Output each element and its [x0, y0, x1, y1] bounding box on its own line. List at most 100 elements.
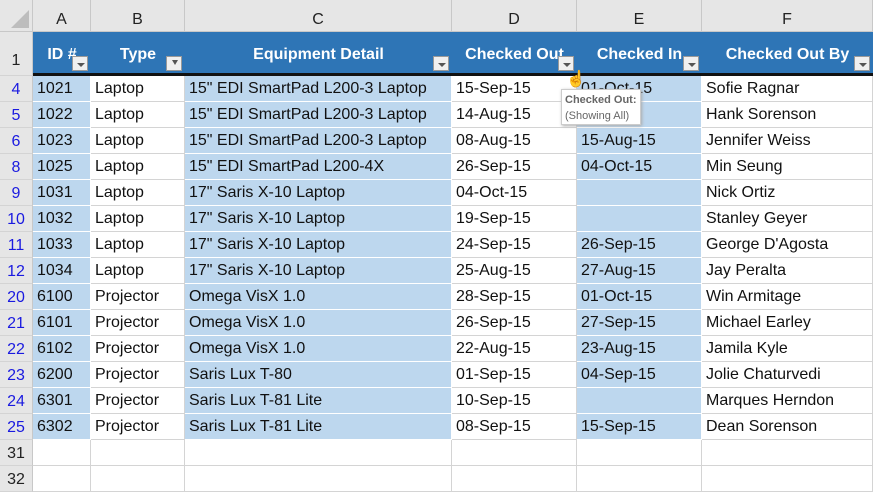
cell-C8[interactable]: 15" EDI SmartPad L200-4X: [185, 154, 452, 180]
cell-C5[interactable]: 15" EDI SmartPad L200-3 Laptop: [185, 102, 452, 128]
row-header-11[interactable]: 11: [0, 232, 33, 258]
cell-E32[interactable]: [577, 466, 702, 492]
cell-A11[interactable]: 1033: [33, 232, 91, 258]
cell-E10[interactable]: [577, 206, 702, 232]
column-header-F[interactable]: F: [702, 0, 873, 32]
cell-B31[interactable]: [91, 440, 185, 466]
cell-D5[interactable]: 14-Aug-15: [452, 102, 577, 128]
cell-F5[interactable]: Hank Sorenson: [702, 102, 873, 128]
cell-B21[interactable]: Projector: [91, 310, 185, 336]
column-header-B[interactable]: B: [91, 0, 185, 32]
cell-C6[interactable]: 15" EDI SmartPad L200-3 Laptop: [185, 128, 452, 154]
cell-E31[interactable]: [577, 440, 702, 466]
cell-A32[interactable]: [33, 466, 91, 492]
cell-B9[interactable]: Laptop: [91, 180, 185, 206]
row-header-5[interactable]: 5: [0, 102, 33, 128]
cell-C9[interactable]: 17" Saris X-10 Laptop: [185, 180, 452, 206]
cell-E12[interactable]: 27-Aug-15: [577, 258, 702, 284]
cell-E11[interactable]: 26-Sep-15: [577, 232, 702, 258]
cell-D21[interactable]: 26-Sep-15: [452, 310, 577, 336]
row-header-6[interactable]: 6: [0, 128, 33, 154]
cell-B6[interactable]: Laptop: [91, 128, 185, 154]
cell-F8[interactable]: Min Seung: [702, 154, 873, 180]
filter-dropdown-button[interactable]: [558, 56, 574, 71]
cell-B4[interactable]: Laptop: [91, 76, 185, 102]
cell-C32[interactable]: [185, 466, 452, 492]
cell-D23[interactable]: 01-Sep-15: [452, 362, 577, 388]
cell-C21[interactable]: Omega VisX 1.0: [185, 310, 452, 336]
cell-A8[interactable]: 1025: [33, 154, 91, 180]
row-header-23[interactable]: 23: [0, 362, 33, 388]
cell-A21[interactable]: 6101: [33, 310, 91, 336]
cell-D32[interactable]: [452, 466, 577, 492]
cell-B8[interactable]: Laptop: [91, 154, 185, 180]
cell-F12[interactable]: Jay Peralta: [702, 258, 873, 284]
cell-C12[interactable]: 17" Saris X-10 Laptop: [185, 258, 452, 284]
cell-B23[interactable]: Projector: [91, 362, 185, 388]
cell-B22[interactable]: Projector: [91, 336, 185, 362]
cell-F23[interactable]: Jolie Chaturvedi: [702, 362, 873, 388]
cell-E24[interactable]: [577, 388, 702, 414]
cell-D24[interactable]: 10-Sep-15: [452, 388, 577, 414]
cell-F24[interactable]: Marques Herndon: [702, 388, 873, 414]
filter-dropdown-button[interactable]: [854, 56, 870, 71]
cell-E23[interactable]: 04-Sep-15: [577, 362, 702, 388]
cell-C31[interactable]: [185, 440, 452, 466]
cell-A5[interactable]: 1022: [33, 102, 91, 128]
cell-A22[interactable]: 6102: [33, 336, 91, 362]
row-header-4[interactable]: 4: [0, 76, 33, 102]
select-all-corner[interactable]: [0, 0, 33, 32]
cell-D11[interactable]: 24-Sep-15: [452, 232, 577, 258]
cell-C11[interactable]: 17" Saris X-10 Laptop: [185, 232, 452, 258]
cell-F25[interactable]: Dean Sorenson: [702, 414, 873, 440]
row-header-22[interactable]: 22: [0, 336, 33, 362]
cell-D10[interactable]: 19-Sep-15: [452, 206, 577, 232]
cell-E8[interactable]: 04-Oct-15: [577, 154, 702, 180]
cell-B24[interactable]: Projector: [91, 388, 185, 414]
cell-D20[interactable]: 28-Sep-15: [452, 284, 577, 310]
cell-F32[interactable]: [702, 466, 873, 492]
cell-C10[interactable]: 17" Saris X-10 Laptop: [185, 206, 452, 232]
cell-D22[interactable]: 22-Aug-15: [452, 336, 577, 362]
cell-A6[interactable]: 1023: [33, 128, 91, 154]
row-header-25[interactable]: 25: [0, 414, 33, 440]
row-header-1[interactable]: 1: [0, 32, 33, 76]
cell-F11[interactable]: George D'Agosta: [702, 232, 873, 258]
cell-B10[interactable]: Laptop: [91, 206, 185, 232]
cell-F9[interactable]: Nick Ortiz: [702, 180, 873, 206]
cell-F6[interactable]: Jennifer Weiss: [702, 128, 873, 154]
cell-D31[interactable]: [452, 440, 577, 466]
row-header-20[interactable]: 20: [0, 284, 33, 310]
cell-A31[interactable]: [33, 440, 91, 466]
cell-A9[interactable]: 1031: [33, 180, 91, 206]
cell-F31[interactable]: [702, 440, 873, 466]
row-header-24[interactable]: 24: [0, 388, 33, 414]
cell-C25[interactable]: Saris Lux T-81 Lite: [185, 414, 452, 440]
cell-C23[interactable]: Saris Lux T-80: [185, 362, 452, 388]
filter-dropdown-button[interactable]: [72, 56, 88, 71]
row-header-21[interactable]: 21: [0, 310, 33, 336]
column-header-E[interactable]: E: [577, 0, 702, 32]
cell-A20[interactable]: 6100: [33, 284, 91, 310]
cell-D6[interactable]: 08-Aug-15: [452, 128, 577, 154]
cell-D8[interactable]: 26-Sep-15: [452, 154, 577, 180]
cell-B12[interactable]: Laptop: [91, 258, 185, 284]
cell-E9[interactable]: [577, 180, 702, 206]
cell-A24[interactable]: 6301: [33, 388, 91, 414]
cell-A4[interactable]: 1021: [33, 76, 91, 102]
cell-A10[interactable]: 1032: [33, 206, 91, 232]
cell-E20[interactable]: 01-Oct-15: [577, 284, 702, 310]
cell-D12[interactable]: 25-Aug-15: [452, 258, 577, 284]
cell-D9[interactable]: 04-Oct-15: [452, 180, 577, 206]
cell-E21[interactable]: 27-Sep-15: [577, 310, 702, 336]
column-header-D[interactable]: D: [452, 0, 577, 32]
filter-dropdown-button[interactable]: [433, 56, 449, 71]
row-header-12[interactable]: 12: [0, 258, 33, 284]
row-header-9[interactable]: 9: [0, 180, 33, 206]
cell-A12[interactable]: 1034: [33, 258, 91, 284]
cell-A25[interactable]: 6302: [33, 414, 91, 440]
cell-F4[interactable]: Sofie Ragnar: [702, 76, 873, 102]
cell-C24[interactable]: Saris Lux T-81 Lite: [185, 388, 452, 414]
row-header-32[interactable]: 32: [0, 466, 33, 492]
filter-active-icon[interactable]: [166, 56, 182, 71]
